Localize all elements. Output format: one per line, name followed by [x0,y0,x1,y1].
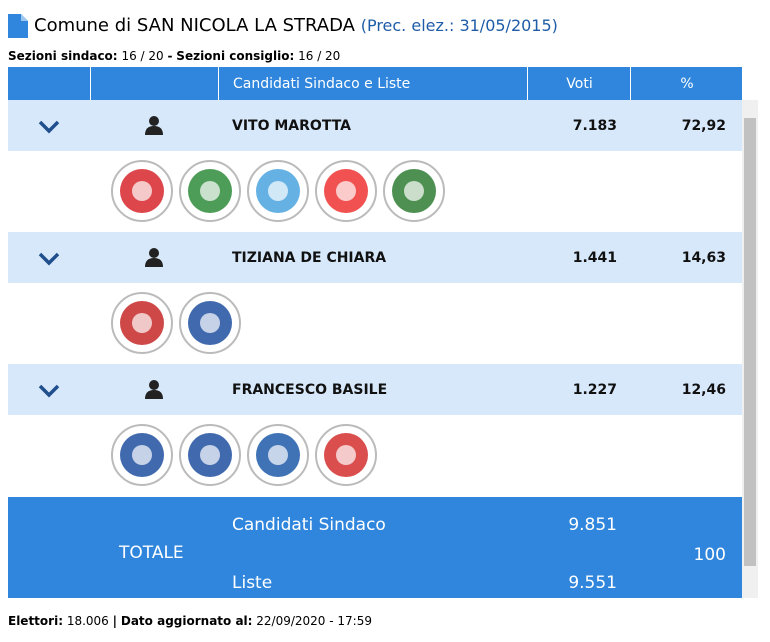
lists-logos [111,292,241,354]
total-pct: 100 [693,545,726,565]
candidate-row[interactable]: TIZIANA DE CHIARA 1.441 14,63 [8,232,742,283]
doc-icon [8,14,28,38]
value: 18.006 [66,614,109,628]
col: Voti [527,67,631,100]
value: 22/09/2020 - 17:59 [256,614,372,628]
candidate-name: FRANCESCO BASILE [232,381,388,398]
candidate-row[interactable]: VITO MAROTTA 7.183 72,92 [8,100,742,151]
chevron[interactable] [38,252,60,266]
value: 16 / 20 [121,49,164,63]
lists-label: Liste [232,573,273,593]
votes: 1.441 [572,249,617,266]
previous-election: (Prec. elez.: 31/05/2015) [360,16,558,35]
value: 16 / 20 [298,49,341,63]
sections: Sezioni sindaco: 16 / 20 - Sezioni consi… [8,49,340,63]
label: Elettori: [8,614,63,628]
person-icon [145,380,163,399]
lists-logos [111,160,445,222]
table-header: Candidati Sindaco e Liste Voti % [8,67,742,100]
chevron[interactable] [38,120,60,134]
title-line: Comune di SAN NICOLA LA STRADA (Prec. el… [34,15,558,36]
mayor-label: Candidati Sindaco [232,515,386,535]
pct: 14,63 [681,249,726,266]
sep: | [112,614,118,628]
label: Dato aggiornato al: [120,614,253,628]
title: Comune di SAN NICOLA LA STRADA [34,15,355,36]
label: Sezioni sindaco: [8,49,118,63]
votes: 1.227 [572,381,617,398]
pct: 12,46 [681,381,726,398]
votes: 7.183 [572,117,617,134]
sep: - [167,49,173,63]
footer: Elettori: 18.006 | Dato aggiornato al: 2… [8,614,372,628]
total-label: TOTALE [119,543,184,563]
person-icon [145,248,163,267]
pct: 72,92 [681,117,726,134]
col: % [630,67,743,100]
col: Candidati Sindaco e Liste [218,67,410,100]
lists-logos [111,424,377,486]
mayor-votes: 9.851 [568,515,617,535]
person-icon [145,116,163,135]
total-row: TOTALE Candidati Sindaco 9.851 Liste 9.5… [8,497,742,598]
scrollbar[interactable] [742,100,758,598]
candidate-name: VITO MAROTTA [232,117,351,134]
chevron[interactable] [38,384,60,398]
lists-votes: 9.551 [568,573,617,593]
candidate-row[interactable]: FRANCESCO BASILE 1.227 12,46 [8,364,742,415]
label: Sezioni consiglio: [176,49,295,63]
candidate-name: TIZIANA DE CHIARA [232,249,387,266]
